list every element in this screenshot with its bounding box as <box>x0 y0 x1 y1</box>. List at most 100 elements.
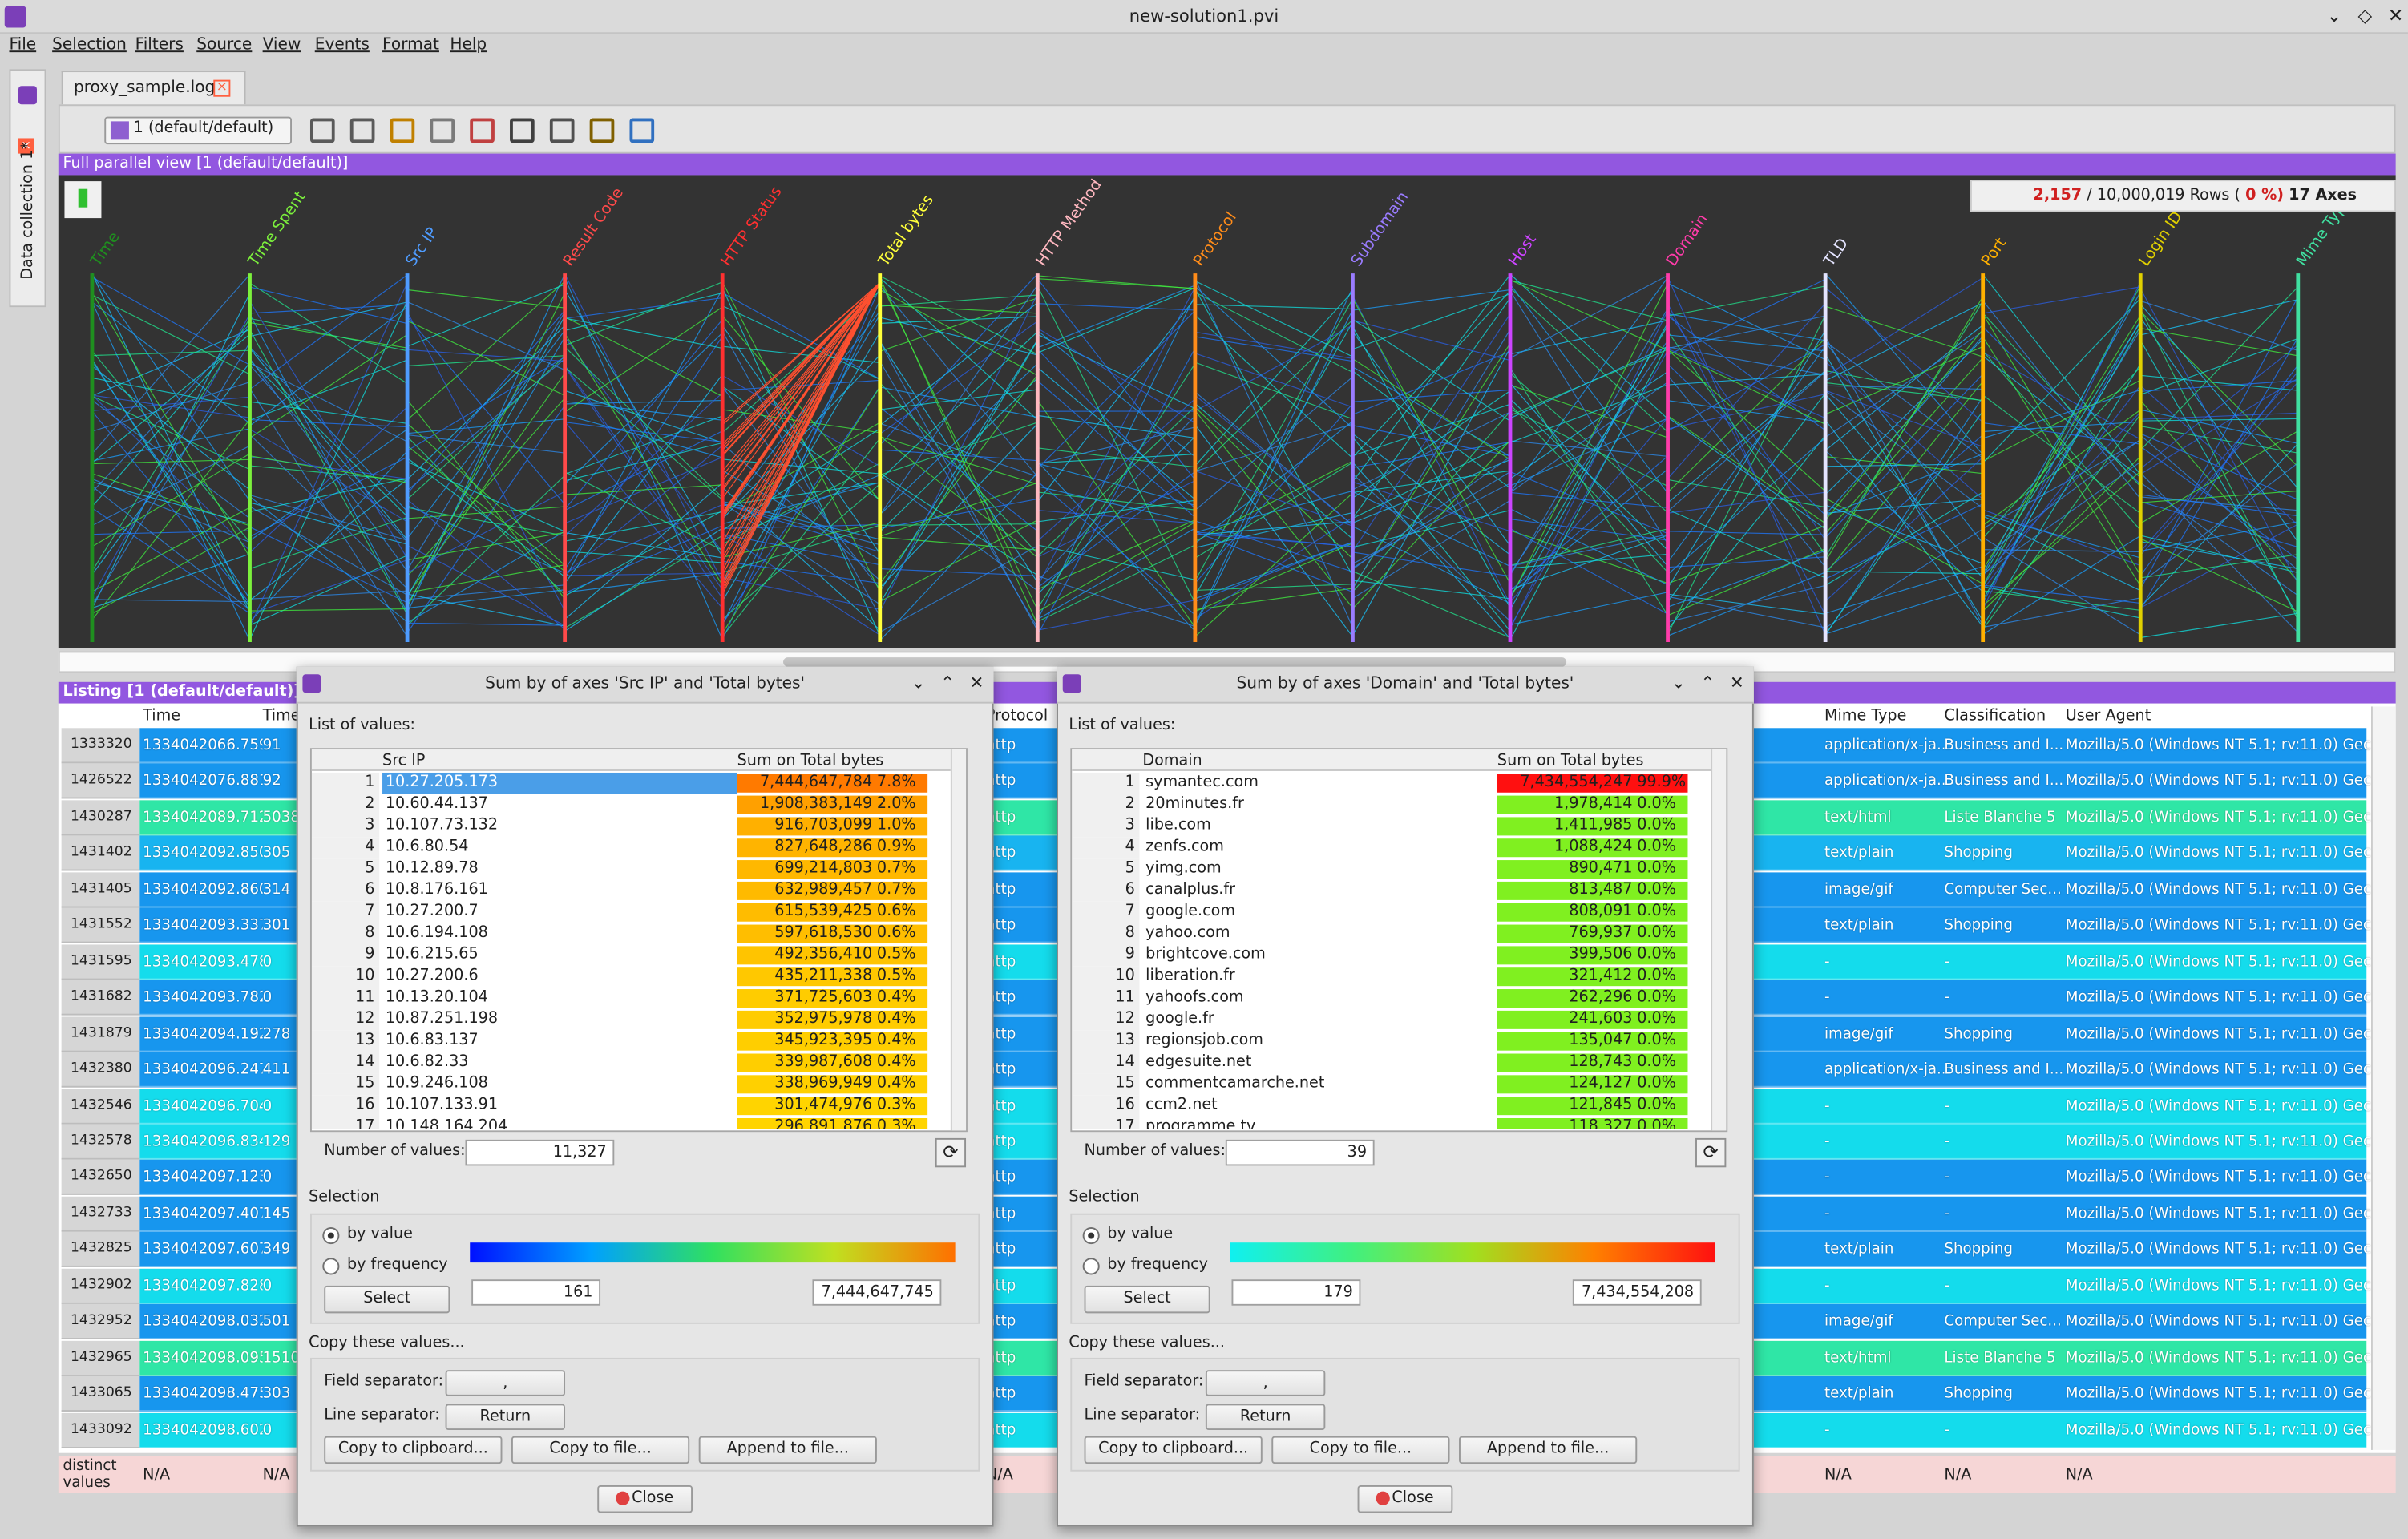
h-scroll-handle[interactable] <box>783 657 1567 667</box>
table-scrollbar[interactable] <box>1711 749 1727 1131</box>
cell[interactable]: text/plain <box>1824 917 1894 935</box>
menu-item[interactable]: Filters <box>135 35 184 55</box>
side-close[interactable]: × <box>18 138 34 154</box>
toolbar-icon[interactable] <box>309 118 335 143</box>
cell[interactable]: Mozilla/5.0 (Windows NT 5.1; rv:11.0) Ge… <box>2065 953 2373 971</box>
radio[interactable] <box>322 1258 340 1275</box>
max-field[interactable]: 7,434,554,208 <box>1572 1279 1702 1306</box>
cell[interactable]: 1334042092.860 <box>143 881 263 899</box>
column-header[interactable]: User Agent <box>2065 708 2151 725</box>
menu-item[interactable]: Source <box>196 35 253 55</box>
action-button[interactable]: Append to file... <box>1459 1436 1638 1464</box>
cell[interactable]: Shopping <box>1944 1385 2013 1403</box>
cell[interactable]: 0 <box>262 1277 273 1295</box>
cell[interactable]: 0 <box>262 1169 273 1187</box>
cell[interactable]: - <box>1944 1097 1949 1115</box>
window-control[interactable]: ◇ <box>2357 4 2373 26</box>
cell[interactable]: Computer Sec... <box>1944 1313 2062 1331</box>
cell[interactable]: 91 <box>262 737 281 754</box>
dialog-control[interactable]: ✕ <box>1729 673 1744 693</box>
row-name[interactable]: 10.27.200.7 <box>385 903 479 920</box>
row-name[interactable]: ccm2.net <box>1145 1097 1218 1114</box>
cell[interactable]: 305 <box>262 845 291 862</box>
row-name[interactable]: 10.8.176.161 <box>385 881 488 899</box>
cell[interactable]: text/html <box>1824 809 1892 826</box>
toolbar-icon[interactable] <box>390 118 415 143</box>
max-field[interactable]: 7,444,647,745 <box>812 1279 942 1306</box>
cell[interactable]: text/html <box>1824 1349 1892 1367</box>
column-header[interactable]: Src IP <box>382 752 426 770</box>
cell[interactable]: 0 <box>262 989 273 1007</box>
radio-label[interactable]: by value <box>1107 1226 1174 1243</box>
cell[interactable]: - <box>1944 1277 1949 1295</box>
row-name[interactable]: yahoo.com <box>1145 924 1230 942</box>
field-sep[interactable]: , <box>1205 1370 1326 1396</box>
cell[interactable]: - <box>1824 1097 1830 1115</box>
cell[interactable]: 0 <box>262 1421 273 1439</box>
cell[interactable]: 1334042097.123 <box>143 1169 263 1187</box>
row-name[interactable]: 10.60.44.137 <box>385 795 488 813</box>
cell[interactable]: 1334042098.602 <box>143 1421 263 1439</box>
line-sep[interactable]: Return <box>1205 1404 1326 1430</box>
row-name[interactable]: 10.12.89.78 <box>385 860 479 878</box>
cell[interactable]: 1334042097.828 <box>143 1277 263 1295</box>
row-name[interactable]: 20minutes.fr <box>1145 795 1244 813</box>
row-name[interactable]: 10.6.83.137 <box>385 1032 479 1049</box>
cell[interactable]: Mozilla/5.0 (Windows NT 5.1; rv:11.0) Ge… <box>2065 1349 2373 1367</box>
cell[interactable]: Mozilla/5.0 (Windows NT 5.1; rv:11.0) Ge… <box>2065 809 2373 826</box>
row-name[interactable]: canalplus.fr <box>1145 881 1235 899</box>
action-button[interactable]: Copy to file... <box>511 1436 690 1464</box>
toolbar-icon[interactable] <box>549 118 575 143</box>
cell[interactable]: 129 <box>262 1133 291 1151</box>
cell[interactable]: 1334042096.247 <box>143 1061 263 1079</box>
cell[interactable]: Mozilla/5.0 (Windows NT 5.1; rv:11.0) Ge… <box>2065 845 2373 862</box>
row-name[interactable]: 10.107.133.91 <box>385 1097 499 1114</box>
field-sep[interactable]: , <box>445 1370 566 1396</box>
column-header[interactable]: Mime Type <box>1824 708 1907 725</box>
cell[interactable]: 92 <box>262 773 281 790</box>
close-button[interactable]: Close <box>1357 1484 1453 1513</box>
cell[interactable]: 1334042093.337 <box>143 917 263 935</box>
row-name[interactable]: zenfs.com <box>1145 838 1224 856</box>
column-header[interactable]: Classification <box>1944 708 2046 725</box>
menu-item[interactable]: Format <box>382 35 439 55</box>
cell[interactable]: Mozilla/5.0 (Windows NT 5.1; rv:11.0) Ge… <box>2065 1241 2373 1258</box>
cell[interactable]: 1334042096.704 <box>143 1097 263 1115</box>
cell[interactable]: 303 <box>262 1385 291 1403</box>
cell[interactable]: Shopping <box>1944 917 2013 935</box>
menu-item[interactable]: File <box>9 35 37 55</box>
cell[interactable]: Mozilla/5.0 (Windows NT 5.1; rv:11.0) Ge… <box>2065 1169 2373 1187</box>
toolbar-icon[interactable] <box>349 118 375 143</box>
cell[interactable]: 1334042098.475 <box>143 1385 263 1403</box>
action-button[interactable]: Copy to clipboard... <box>1084 1436 1263 1464</box>
radio-label[interactable]: by frequency <box>346 1256 448 1274</box>
cell[interactable]: 349 <box>262 1241 291 1258</box>
cell[interactable]: text/plain <box>1824 1385 1894 1403</box>
cell[interactable]: 1334042093.478 <box>143 953 263 971</box>
cell[interactable]: 5038 <box>262 809 300 826</box>
cell[interactable]: - <box>1824 1169 1830 1187</box>
cell[interactable]: 278 <box>262 1025 291 1043</box>
action-button[interactable]: Copy to clipboard... <box>324 1436 503 1464</box>
cell[interactable]: 1334042098.032 <box>143 1313 263 1331</box>
cell[interactable]: Mozilla/5.0 (Windows NT 5.1; rv:11.0) Ge… <box>2065 1133 2373 1151</box>
cell[interactable]: - <box>1944 1421 1949 1439</box>
file-tab-label[interactable]: proxy_sample.log <box>73 78 216 97</box>
row-name[interactable]: 10.13.20.104 <box>385 989 488 1007</box>
row-name[interactable]: yimg.com <box>1145 860 1222 878</box>
cell[interactable]: Computer Sec... <box>1944 881 2062 899</box>
menu-item[interactable]: View <box>262 35 301 55</box>
row-name[interactable]: symantec.com <box>1145 774 1259 791</box>
cell[interactable]: 1334042066.759 <box>143 737 263 754</box>
radio-label[interactable]: by frequency <box>1107 1256 1208 1274</box>
row-name[interactable]: 10.6.80.54 <box>385 838 469 856</box>
cell[interactable]: 1334042076.881 <box>143 773 263 790</box>
cell[interactable]: Mozilla/5.0 (Windows NT 5.1; rv:11.0) Ge… <box>2065 881 2373 899</box>
action-button[interactable]: Append to file... <box>698 1436 877 1464</box>
cell[interactable]: - <box>1944 1205 1949 1222</box>
cell[interactable]: Mozilla/5.0 (Windows NT 5.1; rv:11.0) Ge… <box>2065 737 2373 754</box>
cell[interactable]: 1334042089.712 <box>143 809 263 826</box>
row-name[interactable]: brightcove.com <box>1145 946 1266 963</box>
cell[interactable]: Mozilla/5.0 (Windows NT 5.1; rv:11.0) Ge… <box>2065 773 2373 790</box>
cell[interactable]: 1510 <box>262 1349 300 1367</box>
